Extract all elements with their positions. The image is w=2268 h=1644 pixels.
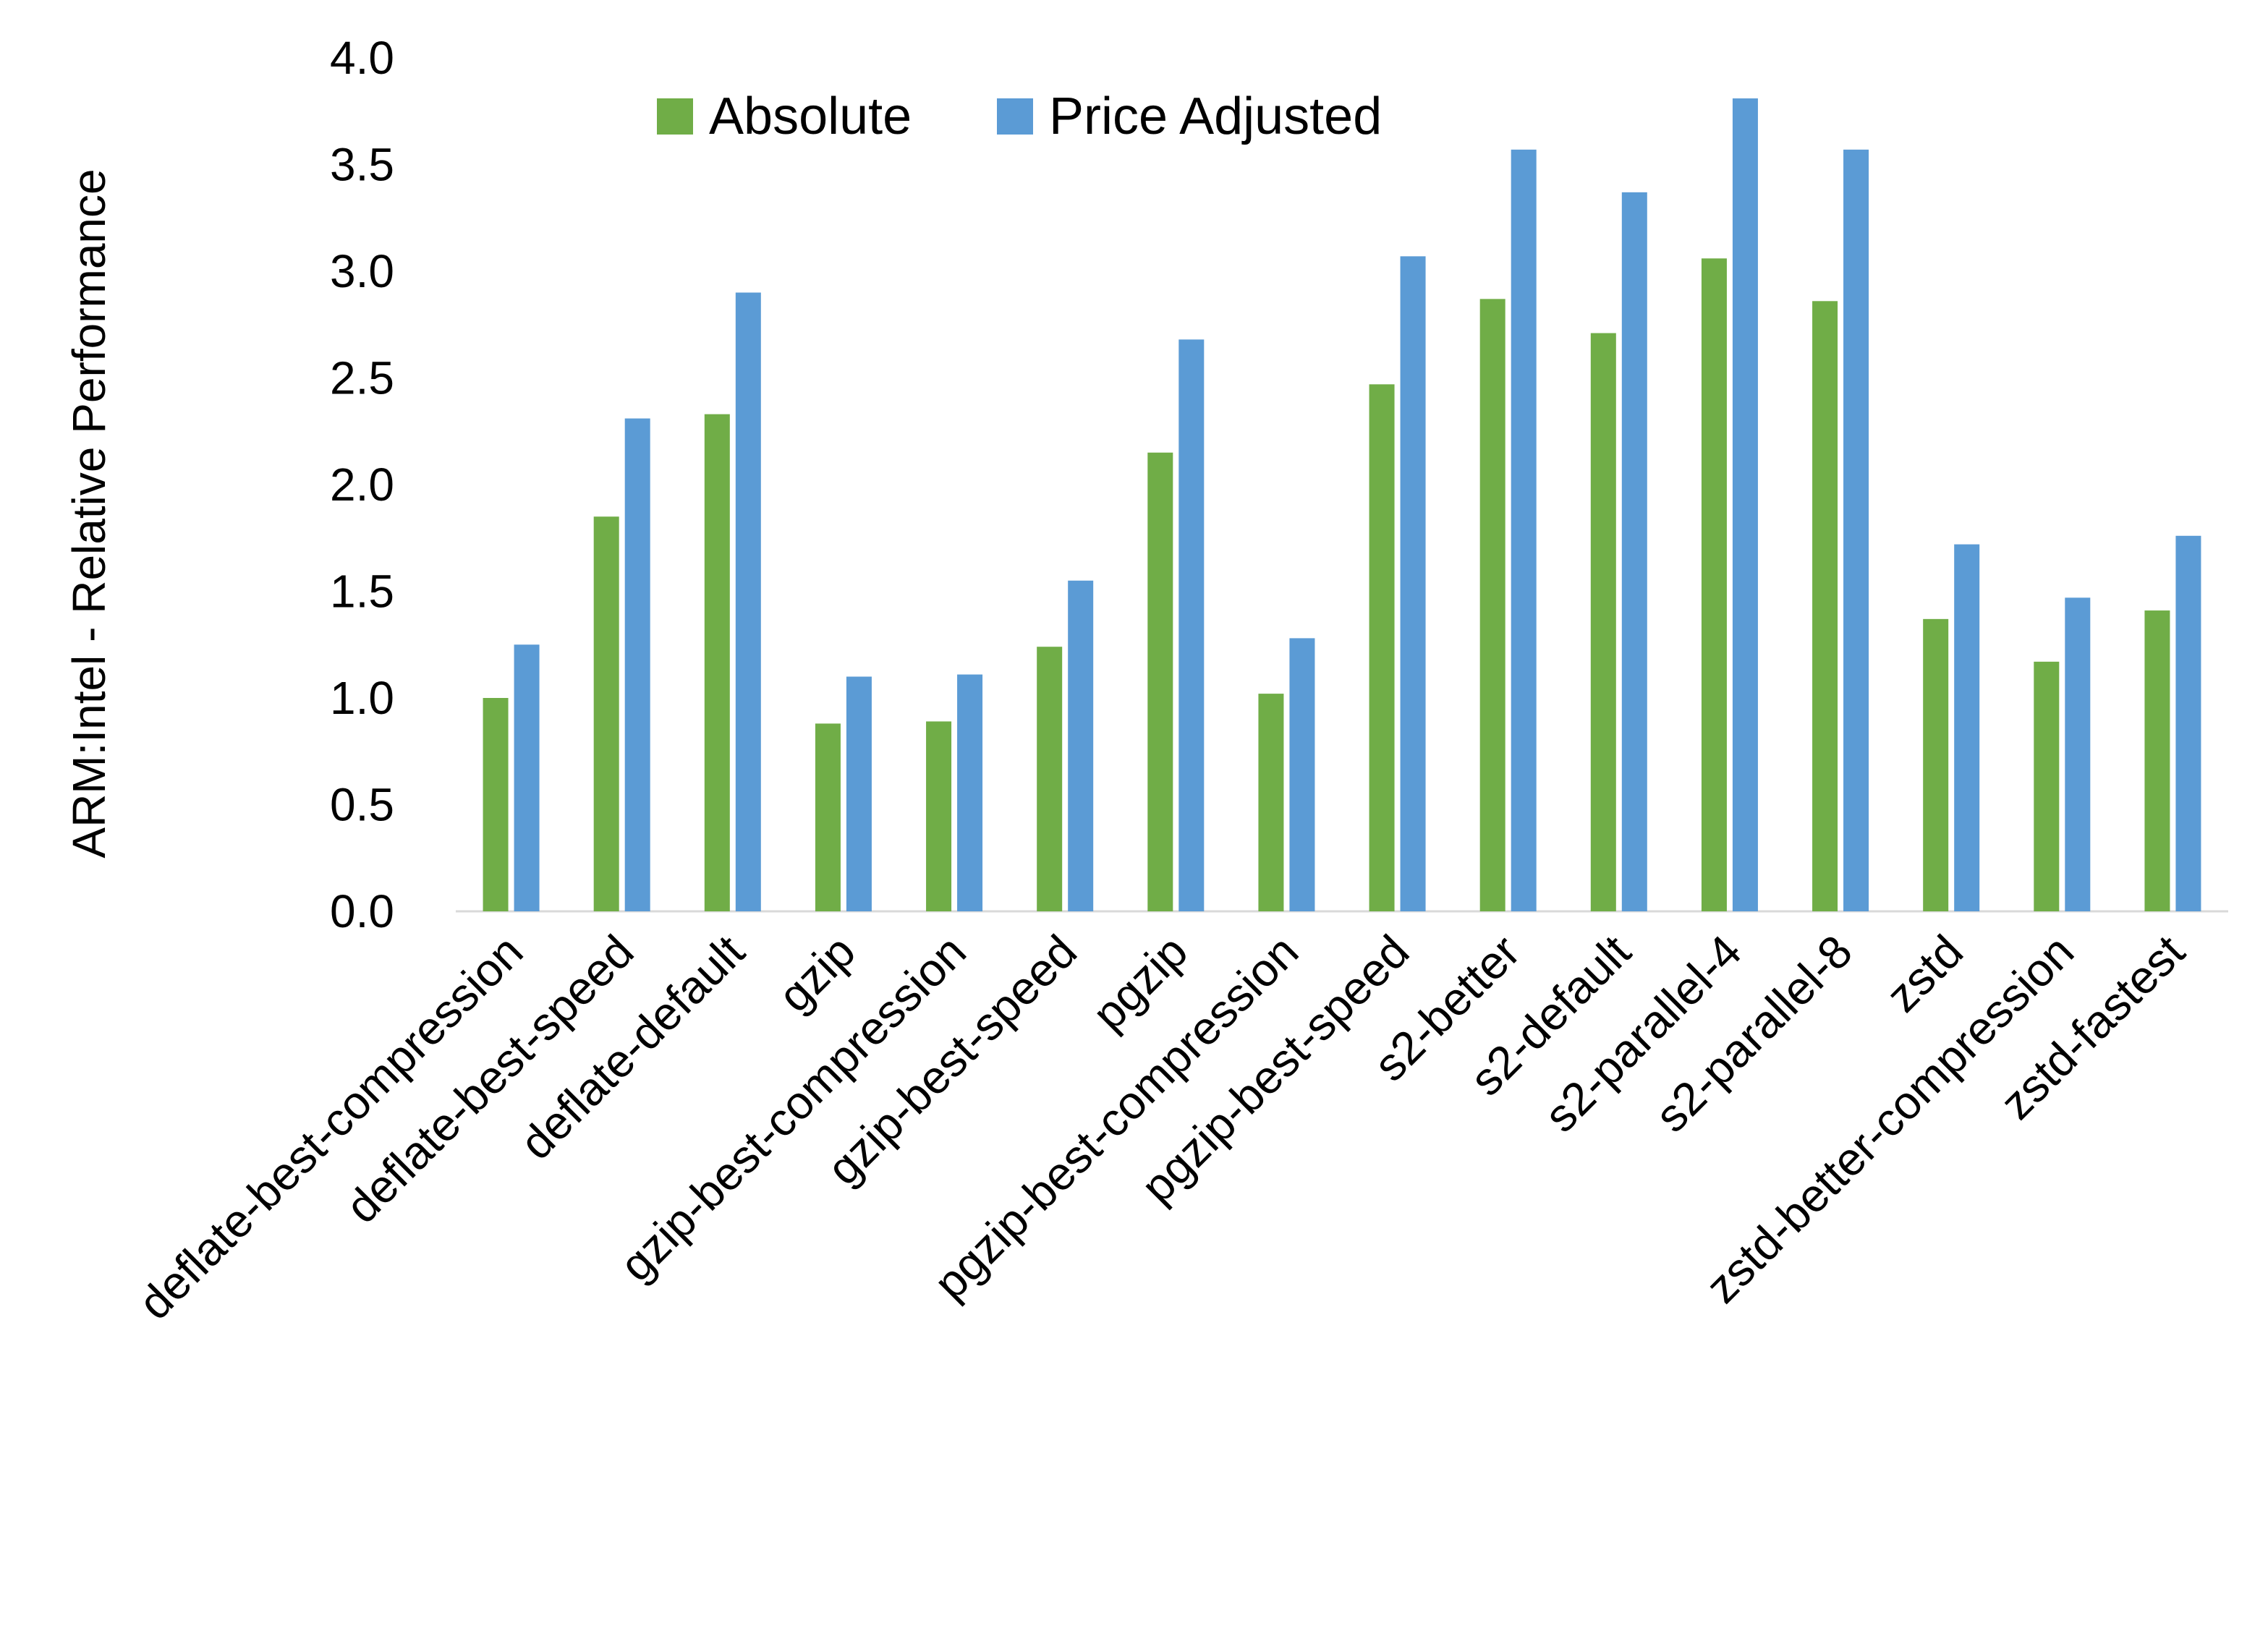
y-tick-label: 2.0 bbox=[330, 459, 394, 511]
bar-price-adjusted bbox=[2175, 535, 2201, 911]
x-tick-label: zstd bbox=[1876, 925, 1973, 1022]
legend-swatch bbox=[657, 98, 693, 135]
bar-absolute bbox=[704, 414, 730, 911]
bar-absolute bbox=[2144, 610, 2170, 911]
bar-absolute bbox=[815, 723, 841, 911]
bar-price-adjusted bbox=[1621, 192, 1647, 912]
bar-price-adjusted bbox=[1954, 544, 1980, 911]
legend-swatch bbox=[997, 98, 1033, 135]
x-axis-labels: deflate-best-compressiondeflate-best-spe… bbox=[128, 925, 2194, 1329]
bar-price-adjusted bbox=[624, 418, 650, 911]
legend: Absolute Price Adjusted bbox=[657, 88, 1382, 145]
bar-price-adjusted bbox=[1289, 638, 1315, 911]
bar-price-adjusted bbox=[1068, 580, 1094, 911]
bar-absolute bbox=[1812, 301, 1838, 911]
bar-absolute bbox=[1369, 384, 1395, 911]
bar-absolute bbox=[1147, 452, 1173, 911]
y-axis-ticks: 0.0 0.5 1.0 1.5 2.0 2.5 3.0 3.5 4.0 bbox=[330, 32, 394, 937]
legend-label: Absolute bbox=[709, 88, 912, 145]
bar-price-adjusted bbox=[957, 674, 983, 911]
bar-price-adjusted bbox=[514, 644, 540, 911]
bar-absolute bbox=[926, 721, 952, 911]
y-tick-label: 1.0 bbox=[330, 672, 394, 724]
bar-absolute bbox=[1479, 299, 1505, 912]
bar-absolute bbox=[2034, 661, 2060, 911]
bar-price-adjusted bbox=[1843, 149, 1869, 912]
bar-price-adjusted bbox=[1511, 149, 1537, 912]
bar-absolute bbox=[1590, 333, 1616, 911]
bar-price-adjusted bbox=[735, 292, 761, 911]
y-tick-label: 3.5 bbox=[330, 139, 394, 191]
x-tick-label: gzip bbox=[768, 925, 865, 1022]
bar-absolute bbox=[1037, 647, 1063, 911]
y-axis-title: ARM:Intel - Relative Performance bbox=[63, 169, 115, 858]
legend-label: Price Adjusted bbox=[1049, 88, 1382, 145]
y-tick-label: 0.5 bbox=[330, 779, 394, 831]
bars bbox=[483, 98, 2201, 912]
bar-absolute bbox=[1701, 258, 1727, 911]
bar-price-adjusted bbox=[2065, 597, 2091, 911]
bar-absolute bbox=[1258, 694, 1284, 911]
bar-price-adjusted bbox=[846, 676, 872, 911]
y-tick-label: 0.0 bbox=[330, 885, 394, 937]
y-tick-label: 3.0 bbox=[330, 245, 394, 297]
y-tick-label: 4.0 bbox=[330, 32, 394, 84]
bar-price-adjusted bbox=[1400, 256, 1426, 912]
bar-price-adjusted bbox=[1732, 98, 1758, 911]
y-tick-label: 1.5 bbox=[330, 566, 394, 618]
bar-absolute bbox=[1923, 618, 1949, 911]
bar-absolute bbox=[593, 516, 619, 911]
bar-absolute bbox=[483, 698, 509, 911]
bar-price-adjusted bbox=[1178, 339, 1205, 911]
y-tick-label: 2.5 bbox=[330, 352, 394, 404]
